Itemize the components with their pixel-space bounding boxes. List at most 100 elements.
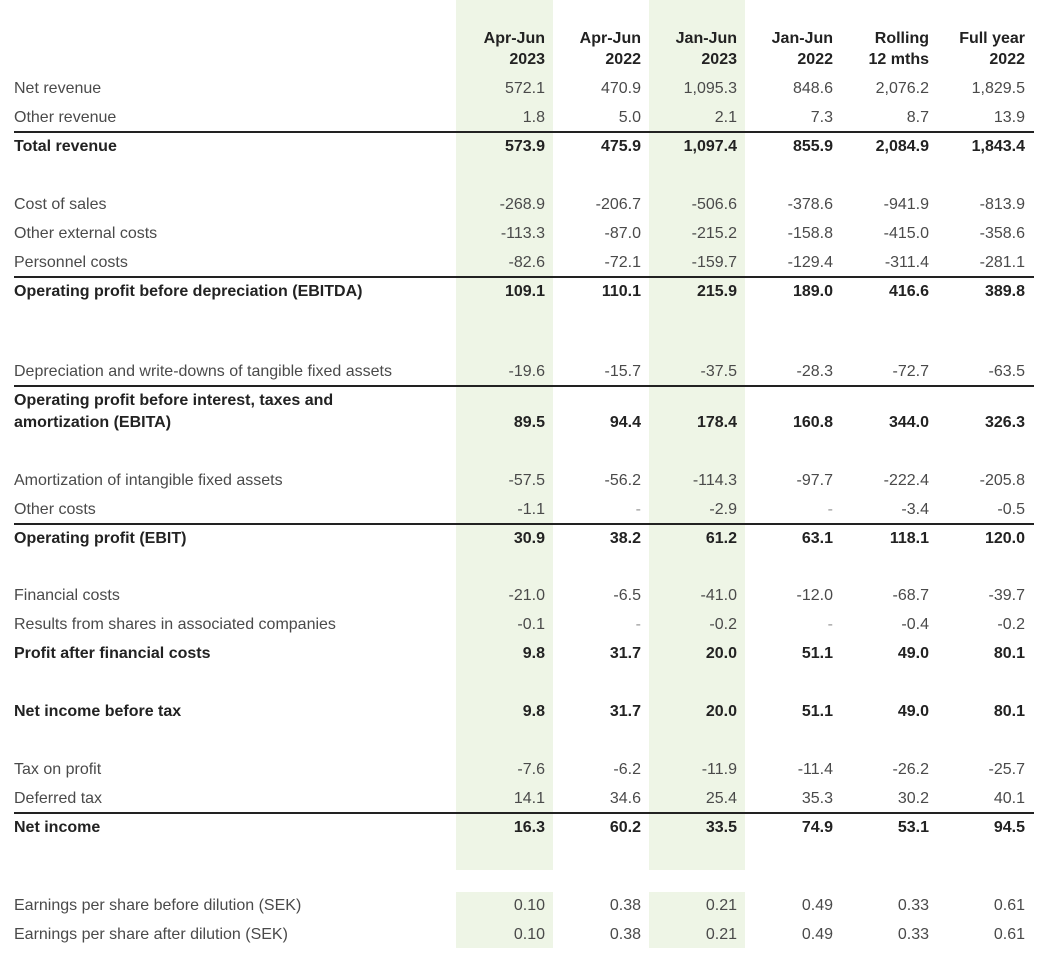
- cell-value: 89.5: [513, 414, 545, 431]
- cell-value: 9.8: [522, 703, 545, 720]
- cell-value: -159.7: [691, 254, 737, 271]
- cell-value: 16.3: [513, 819, 545, 836]
- cell-value: 0.21: [705, 897, 737, 914]
- cell-value: 0.38: [609, 926, 641, 943]
- row-label: Results from shares in associated compan…: [14, 616, 336, 633]
- row-label: Depreciation and write-downs of tangible…: [14, 363, 392, 380]
- row-label: Operating profit before interest, taxes …: [14, 392, 334, 431]
- row-rule: [14, 131, 1034, 133]
- cell-value: 49.0: [897, 703, 929, 720]
- row-label: Profit after financial costs: [14, 645, 211, 662]
- cell-value: 475.9: [600, 138, 641, 155]
- row-label: Net income before tax: [14, 703, 182, 720]
- cell-value: 1.8: [522, 109, 545, 126]
- cell-value: 14.1: [513, 790, 545, 807]
- cell-value: 80.1: [993, 645, 1025, 662]
- cell-value: 8.7: [906, 109, 929, 126]
- cell-value: -26.2: [892, 761, 929, 778]
- cell-value: -281.1: [979, 254, 1025, 271]
- cell-value: 94.4: [609, 414, 641, 431]
- row-label: Cost of sales: [14, 196, 107, 213]
- cell-value: -: [827, 501, 833, 518]
- cell-value: -215.2: [691, 225, 737, 242]
- cell-value: 178.4: [696, 414, 737, 431]
- cell-value: 855.9: [792, 138, 833, 155]
- cell-value: -129.4: [787, 254, 833, 271]
- cell-value: -41.0: [700, 587, 737, 604]
- cell-value: 0.38: [609, 897, 641, 914]
- cell-value: -206.7: [595, 196, 641, 213]
- column-header: Rolling: [874, 30, 929, 47]
- column-header: 12 mths: [868, 51, 929, 68]
- column-header: Apr-Jun: [579, 30, 641, 47]
- cell-value: -813.9: [979, 196, 1025, 213]
- cell-value: 326.3: [984, 414, 1025, 431]
- cell-value: -97.7: [796, 472, 833, 489]
- row-label: Operating profit (EBIT): [14, 530, 187, 547]
- cell-value: 1,843.4: [971, 138, 1025, 155]
- cell-value: 389.8: [984, 283, 1025, 300]
- row-rule: [14, 276, 1034, 278]
- cell-value: 5.0: [618, 109, 641, 126]
- cell-value: 2,084.9: [875, 138, 929, 155]
- cell-value: -7.6: [517, 761, 545, 778]
- cell-value: 9.8: [522, 645, 545, 662]
- cell-value: 2,076.2: [875, 80, 929, 97]
- cell-value: 0.33: [897, 926, 929, 943]
- cell-value: 120.0: [984, 530, 1025, 547]
- cell-value: 61.2: [705, 530, 737, 547]
- cell-value: -113.3: [500, 225, 545, 242]
- cell-value: 573.9: [504, 138, 545, 155]
- cell-value: 34.6: [609, 790, 641, 807]
- column-shade: [649, 892, 745, 948]
- cell-value: -358.6: [979, 225, 1025, 242]
- row-rule: [14, 385, 1034, 387]
- cell-value: 572.1: [504, 80, 545, 97]
- cell-value: -1.1: [517, 501, 545, 518]
- cell-value: -205.8: [979, 472, 1025, 489]
- cell-value: 53.1: [897, 819, 929, 836]
- cell-value: -57.5: [508, 472, 545, 489]
- cell-value: 51.1: [801, 703, 833, 720]
- cell-value: -72.7: [892, 363, 929, 380]
- cell-value: 0.61: [993, 897, 1025, 914]
- cell-value: 0.61: [993, 926, 1025, 943]
- cell-value: -19.6: [508, 363, 545, 380]
- column-header: Jan-Jun: [771, 30, 833, 47]
- cell-value: 7.3: [810, 109, 833, 126]
- cell-value: 0.21: [705, 926, 737, 943]
- cell-value: 110.1: [601, 283, 641, 300]
- cell-value: -0.4: [901, 616, 929, 633]
- cell-value: -: [635, 501, 641, 518]
- cell-value: -87.0: [604, 225, 641, 242]
- column-header: 2023: [509, 51, 545, 68]
- cell-value: 1,095.3: [683, 80, 737, 97]
- cell-value: 20.0: [705, 703, 737, 720]
- cell-value: 0.10: [513, 897, 545, 914]
- column-header: 2023: [701, 51, 737, 68]
- cell-value: 13.9: [993, 109, 1025, 126]
- cell-value: 94.5: [993, 819, 1025, 836]
- cell-value: 189.0: [792, 283, 833, 300]
- cell-value: 31.7: [609, 703, 641, 720]
- cell-value: 0.49: [801, 926, 833, 943]
- cell-value: -28.3: [796, 363, 833, 380]
- row-label: Other costs: [14, 501, 96, 518]
- cell-value: 33.5: [705, 819, 737, 836]
- cell-value: 31.7: [609, 645, 641, 662]
- cell-value: -11.9: [701, 761, 737, 778]
- cell-value: -56.2: [604, 472, 641, 489]
- cell-value: 40.1: [993, 790, 1025, 807]
- cell-value: -12.0: [796, 587, 833, 604]
- cell-value: -415.0: [883, 225, 929, 242]
- row-label: Tax on profit: [14, 761, 102, 778]
- cell-value: -15.7: [604, 363, 641, 380]
- column-shade: [456, 0, 553, 870]
- cell-value: 25.4: [705, 790, 737, 807]
- row-label: Amortization of intangible fixed assets: [14, 472, 283, 489]
- cell-value: -6.5: [613, 587, 641, 604]
- row-label: Total revenue: [14, 138, 117, 155]
- cell-value: -25.7: [988, 761, 1025, 778]
- cell-value: 30.2: [897, 790, 929, 807]
